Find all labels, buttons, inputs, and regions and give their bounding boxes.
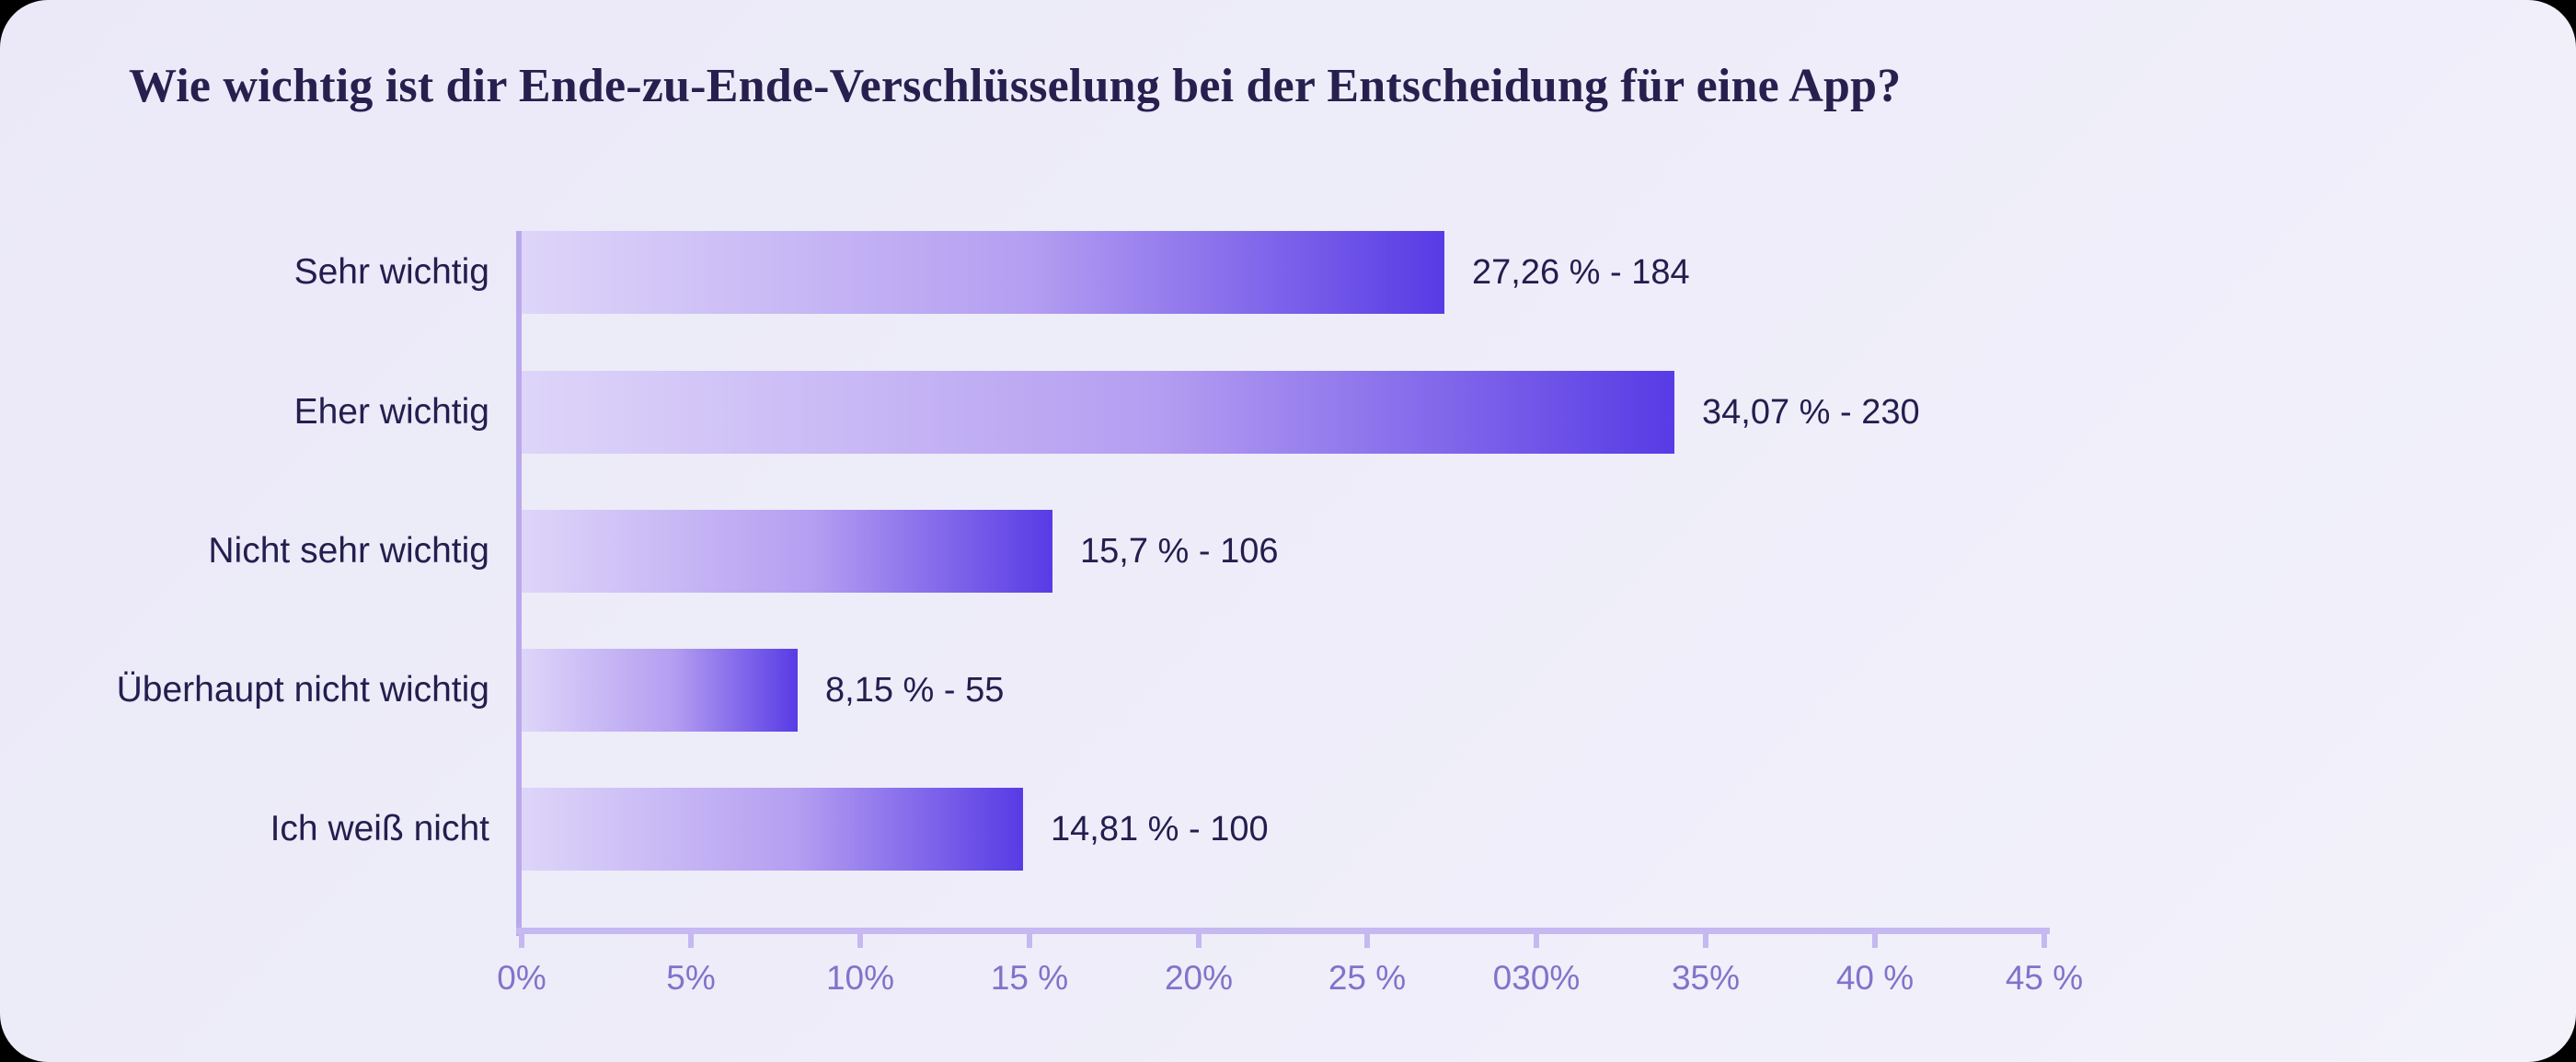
x-axis-tick-label: 25 % (1328, 959, 1407, 997)
value-label: 14,81 % - 100 (1051, 809, 1269, 848)
chart-title: Wie wichtig ist dir Ende-zu-Ende-Verschl… (129, 60, 1902, 112)
x-axis-tick-mark (1703, 928, 1708, 948)
x-axis-tick-mark (2041, 928, 2047, 948)
category-label: Überhaupt nicht wichtig (116, 670, 489, 710)
x-axis-tick-label: 15 % (990, 959, 1069, 997)
x-axis-tick-mark (688, 928, 694, 948)
x-axis-tick-label: 45 % (2005, 959, 2084, 997)
x-axis-tick-label: 35% (1671, 959, 1741, 997)
x-axis-tick-mark (1027, 928, 1032, 948)
x-axis-tick-label: 20% (1164, 959, 1234, 997)
x-axis-tick-label: 10% (825, 959, 895, 997)
x-axis-tick-label: 0% (497, 959, 546, 997)
category-label: Sehr wichtig (293, 252, 489, 292)
x-axis-tick-mark (857, 928, 863, 948)
bar (522, 371, 1674, 454)
x-axis-tick-label: 030% (1492, 959, 1581, 997)
x-axis-tick-mark (1364, 928, 1370, 948)
x-axis-line (516, 928, 2050, 934)
category-label: Eher wichtig (293, 392, 489, 432)
category-label: Ich weiß nicht (270, 809, 489, 848)
x-axis-tick-label: 5% (666, 959, 716, 997)
value-label: 27,26 % - 184 (1472, 252, 1690, 292)
bar (522, 231, 1444, 314)
x-axis-tick-mark (519, 928, 524, 948)
value-label: 34,07 % - 230 (1702, 392, 1920, 432)
bar (522, 649, 798, 732)
bar (522, 510, 1052, 593)
category-label: Nicht sehr wichtig (208, 531, 489, 571)
value-label: 8,15 % - 55 (825, 670, 1005, 710)
y-axis-line (516, 231, 522, 936)
x-axis-tick-mark (1872, 928, 1878, 948)
x-axis-tick-mark (1534, 928, 1539, 948)
bar (522, 788, 1023, 871)
value-label: 15,7 % - 106 (1080, 531, 1279, 571)
x-axis-tick-mark (1196, 928, 1202, 948)
x-axis-tick-label: 40 % (1835, 959, 1915, 997)
